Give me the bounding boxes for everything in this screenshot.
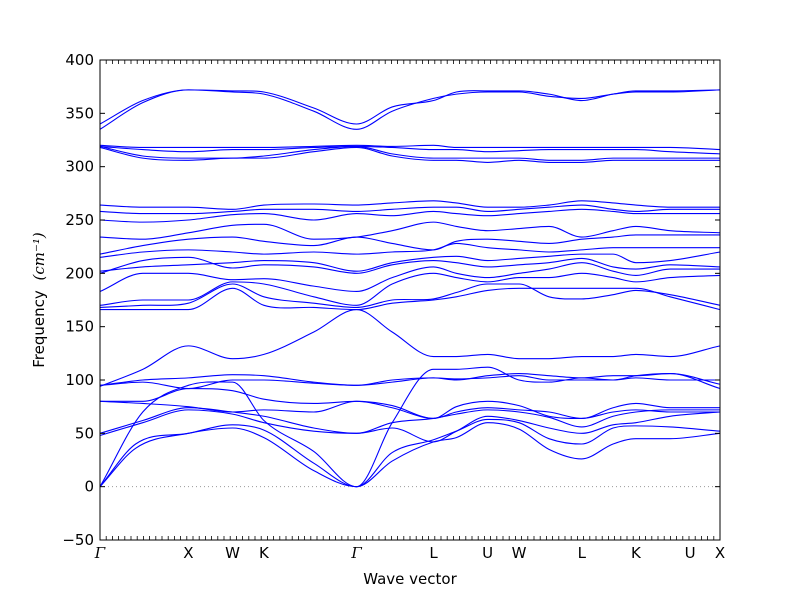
band-line-2: [99, 418, 721, 488]
x-tick-label-12: X: [715, 544, 725, 562]
y-axis-label: Frequency (cm⁻¹): [30, 232, 48, 368]
x-tick-label-1: Γ: [94, 544, 106, 562]
x-tick-label-4: K: [259, 544, 270, 562]
y-axis-label-unit: (cm⁻¹): [30, 232, 48, 280]
y-tick-label: 50: [75, 424, 94, 442]
band-line-3: [99, 366, 721, 488]
band-line-13: [99, 272, 721, 306]
y-tick-label: −50: [62, 531, 94, 549]
band-line-12: [99, 283, 721, 309]
band-line-15: [99, 256, 721, 274]
band-line-9: [99, 375, 720, 390]
y-tick-label: 100: [65, 371, 94, 389]
x-tick-label-5: Γ: [350, 544, 362, 562]
band-line-28: [99, 89, 721, 125]
x-tick-label-11: U: [685, 544, 696, 562]
x-tick-label-7: U: [482, 544, 493, 562]
band-line-11: [99, 287, 721, 311]
band-line-22: [99, 200, 720, 210]
band-line-21: [99, 204, 720, 215]
y-tick-label: 200: [65, 264, 94, 282]
band-line-4: [99, 409, 721, 443]
band-line-24: [99, 145, 720, 161]
series-layer: [99, 89, 721, 488]
x-tick-label-3: W: [225, 544, 240, 562]
band-line-16: [99, 251, 721, 272]
x-tick-label-8: W: [512, 544, 527, 562]
y-tick-label: 250: [65, 211, 94, 229]
x-tick-label-10: K: [631, 544, 642, 562]
band-line-1: [99, 422, 721, 488]
y-axis-label-text: Frequency: [30, 290, 48, 368]
x-tick-label-6: L: [429, 544, 438, 562]
y-tick-label: 0: [84, 478, 94, 496]
band-line-20: [99, 208, 720, 223]
band-line-6: [99, 400, 720, 419]
band-line-7: [100, 387, 720, 419]
y-tick-label: 350: [65, 104, 94, 122]
x-tick-label-2: X: [183, 544, 193, 562]
y-tick-label: 150: [65, 318, 94, 336]
band-line-19: [99, 221, 721, 240]
y-tick-label: 400: [65, 51, 94, 69]
band-line-27: [99, 89, 721, 130]
y-tick-label: 300: [65, 158, 94, 176]
band-line-17: [99, 242, 720, 258]
band-line-14: [99, 262, 720, 293]
x-axis-label: Wave vector: [363, 570, 457, 588]
band-line-10: [99, 309, 721, 387]
band-line-25: [99, 145, 721, 155]
band-line-18: [99, 234, 720, 255]
x-tick-label-9: L: [578, 544, 587, 562]
band-line-26: [99, 144, 721, 151]
ticks-layer: −50 0 50 100 150 200 250 300 350 400 Γ X W K Γ L U W L K U X: [62, 51, 725, 562]
